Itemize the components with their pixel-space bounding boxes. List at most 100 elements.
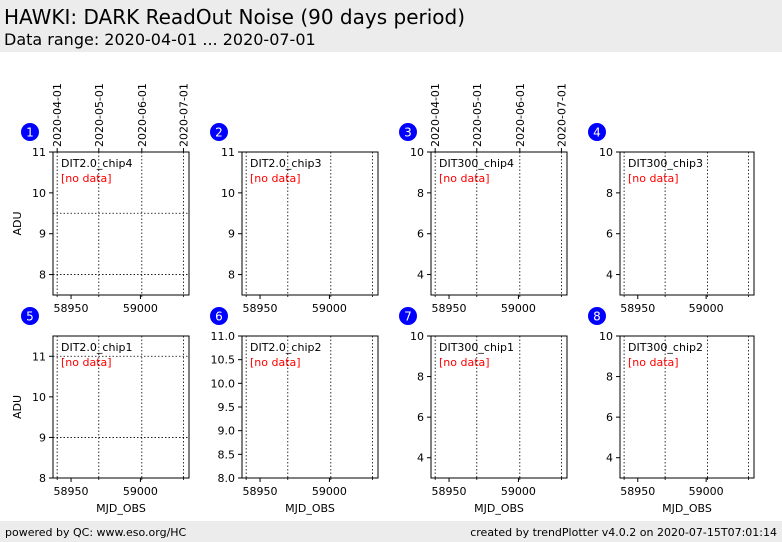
y-tick-label: 10.0 xyxy=(211,377,236,390)
data-range-subtitle: Data range: 2020-04-01 ... 2020-07-01 xyxy=(4,30,316,49)
panel-label: DIT2.0_chip3 xyxy=(250,157,321,170)
y-tick-label: 8.5 xyxy=(218,448,236,461)
y-tick-label: 8 xyxy=(39,269,46,282)
panel-5: 8 9 10 11 58950 59000 ADU MJD_OBS DIT2.0_chip1 [n… xyxy=(11,307,190,515)
x-tick-label: 58950 xyxy=(54,485,89,498)
panel-number-badge xyxy=(588,123,606,141)
header-banner: HAWKI: DARK ReadOut Noise (90 days perio… xyxy=(0,0,782,52)
no-data-note: [no data] xyxy=(628,172,679,185)
x-axis-label: MJD_OBS xyxy=(662,502,712,515)
y-tick-label: 9 xyxy=(39,228,46,241)
y-axis-label: ADU xyxy=(11,211,24,235)
date-tick-label: 2020-05-01 xyxy=(471,83,484,147)
panel-number: 1 xyxy=(26,126,34,140)
plot-frame xyxy=(52,151,190,296)
panel-number: 4 xyxy=(593,126,601,140)
panel-label: DIT2.0_chip1 xyxy=(61,341,132,354)
x-tick-label: 58950 xyxy=(620,485,655,498)
y-tick-label: 8.0 xyxy=(218,472,236,485)
panel-label: DIT300_chip3 xyxy=(628,157,703,170)
x-tick-label: 59000 xyxy=(123,485,158,498)
panel-number: 7 xyxy=(404,310,412,324)
panel-2: 8 9 10 11 58950 59000 DIT2.0_chip3 [no data] 2 xyxy=(210,123,379,315)
panel-3: 4 6 8 10 58950 59000 2020-04-01 2020-05-01 2020-… xyxy=(399,83,568,315)
date-tick-label: 2020-07-01 xyxy=(177,83,190,147)
panel-label: DIT300_chip2 xyxy=(628,341,703,354)
y-tick-label: 9 xyxy=(39,431,46,444)
y-tick-label: 6 xyxy=(417,228,424,241)
no-data-note: [no data] xyxy=(439,172,490,185)
y-tick-label: 11 xyxy=(221,146,235,159)
y-tick-label: 11 xyxy=(32,146,46,159)
no-data-note: [no data] xyxy=(439,356,490,369)
y-tick-label: 9 xyxy=(228,228,235,241)
panel-number-badge xyxy=(210,307,228,325)
y-tick-label: 4 xyxy=(606,452,613,465)
plot-frame xyxy=(619,335,755,479)
no-data-note: [no data] xyxy=(628,356,679,369)
y-tick-label: 6 xyxy=(606,228,613,241)
panel-label: DIT2.0_chip2 xyxy=(250,341,321,354)
x-tick-label: 59000 xyxy=(312,485,347,498)
y-tick-label: 6 xyxy=(606,411,613,424)
no-data-note: [no data] xyxy=(250,356,301,369)
y-tick-label: 11.0 xyxy=(211,330,236,343)
panel-4: 4 6 8 10 58950 59000 DIT300_chip3 [no data] 4 xyxy=(588,123,755,315)
x-axis-label: MJD_OBS xyxy=(474,502,524,515)
y-tick-label: 10 xyxy=(32,391,46,404)
y-tick-label: 10 xyxy=(410,146,424,159)
footer-powered-by: powered by QC: www.eso.org/HC xyxy=(5,526,187,539)
x-tick-label: 59000 xyxy=(123,302,158,315)
y-tick-label: 8 xyxy=(606,371,613,384)
y-tick-label: 8 xyxy=(606,187,613,200)
date-tick-label: 2020-06-01 xyxy=(514,83,527,147)
no-data-note: [no data] xyxy=(61,356,112,369)
panel-label: DIT2.0_chip4 xyxy=(61,157,132,170)
x-tick-label: 59000 xyxy=(689,302,724,315)
date-tick-label: 2020-04-01 xyxy=(51,83,64,147)
panel-number-badge xyxy=(588,307,606,325)
x-tick-label: 58950 xyxy=(620,302,655,315)
y-tick-label: 10 xyxy=(221,187,235,200)
panel-number: 3 xyxy=(404,126,412,140)
panel-label: DIT300_chip1 xyxy=(439,341,514,354)
x-tick-label: 58950 xyxy=(243,302,278,315)
y-tick-label: 6 xyxy=(417,411,424,424)
plot-frame xyxy=(430,335,568,479)
panel-number-badge xyxy=(21,123,39,141)
footer-created-by: created by trendPlotter v4.0.2 on 2020-0… xyxy=(470,526,777,539)
y-tick-label: 8 xyxy=(228,269,235,282)
date-tick-label: 2020-07-01 xyxy=(555,83,568,147)
y-tick-label: 4 xyxy=(417,269,424,282)
panel-8: 4 6 8 10 58950 59000 MJD_OBS DIT300_chip2 [no da… xyxy=(588,307,755,515)
footer-banner: powered by QC: www.eso.org/HC created by… xyxy=(0,521,782,542)
y-tick-label: 10 xyxy=(32,187,46,200)
y-tick-label: 9.5 xyxy=(218,401,236,414)
x-tick-label: 58950 xyxy=(54,302,89,315)
panel-7: 4 6 8 10 58950 59000 MJD_OBS DIT300_chip1 [no da… xyxy=(399,307,568,515)
y-tick-label: 10 xyxy=(410,330,424,343)
page-title: HAWKI: DARK ReadOut Noise (90 days perio… xyxy=(4,5,466,29)
panel-number-badge xyxy=(399,307,417,325)
x-axis-label: MJD_OBS xyxy=(285,502,335,515)
panel-number-badge xyxy=(210,123,228,141)
y-tick-label: 10 xyxy=(599,146,613,159)
panel-number-badge xyxy=(399,123,417,141)
y-tick-label: 8 xyxy=(417,371,424,384)
panel-1: 8 9 10 11 58950 59000 2020-04-01 2020-05-01 2020… xyxy=(11,83,190,315)
no-data-note: [no data] xyxy=(250,172,301,185)
x-tick-label: 58950 xyxy=(243,485,278,498)
x-tick-label: 59000 xyxy=(689,485,724,498)
plot-frame xyxy=(430,151,568,296)
x-axis-label: MJD_OBS xyxy=(96,502,146,515)
y-tick-label: 10.5 xyxy=(211,354,236,367)
panel-6: 8.0 8.5 9.0 9.5 10.0 10.5 11.0 58950 59000 MJD_OB… xyxy=(210,307,379,515)
y-tick-label: 9.0 xyxy=(218,425,236,438)
plot-frame xyxy=(619,151,755,296)
panel-number: 8 xyxy=(593,310,601,324)
x-tick-label: 59000 xyxy=(312,302,347,315)
date-tick-label: 2020-06-01 xyxy=(136,83,149,147)
y-tick-label: 11 xyxy=(32,350,46,363)
y-axis-label: ADU xyxy=(11,395,24,419)
